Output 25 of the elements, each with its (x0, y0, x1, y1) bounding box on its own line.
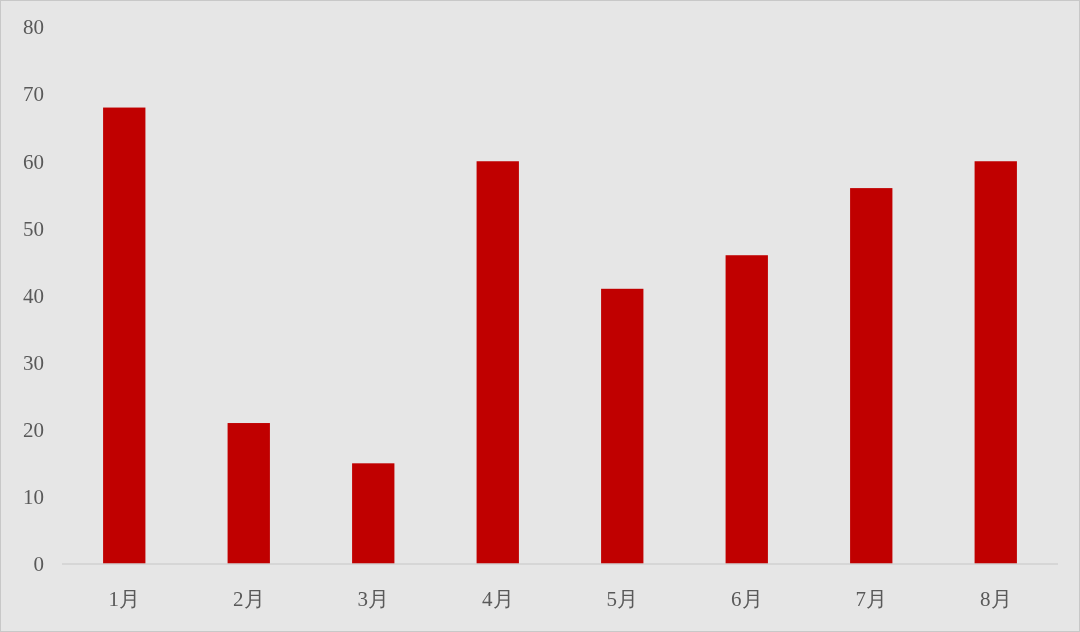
y-tick-label: 60 (23, 149, 44, 174)
x-tick-label: 5月 (606, 587, 638, 611)
bar (601, 288, 644, 564)
y-tick-label: 0 (33, 552, 44, 577)
bar (227, 423, 270, 564)
bar (974, 161, 1017, 564)
y-tick-label: 80 (23, 15, 44, 40)
bar (850, 188, 893, 564)
bar (352, 463, 395, 564)
x-tick-label: 3月 (357, 587, 389, 611)
bar (476, 161, 519, 564)
y-tick-label: 40 (23, 283, 44, 308)
x-tick-label: 2月 (233, 587, 265, 611)
y-tick-label: 70 (23, 82, 44, 107)
x-tick-label: 7月 (855, 587, 887, 611)
x-tick-label: 4月 (482, 587, 514, 611)
bar (103, 107, 146, 564)
y-tick-label: 50 (23, 216, 44, 241)
bar (725, 255, 768, 564)
x-tick-label: 6月 (731, 587, 763, 611)
x-tick-label: 1月 (108, 587, 140, 611)
y-tick-label: 10 (23, 485, 44, 510)
y-tick-label: 20 (23, 418, 44, 443)
x-tick-label: 8月 (980, 587, 1012, 611)
y-tick-label: 30 (23, 350, 44, 375)
